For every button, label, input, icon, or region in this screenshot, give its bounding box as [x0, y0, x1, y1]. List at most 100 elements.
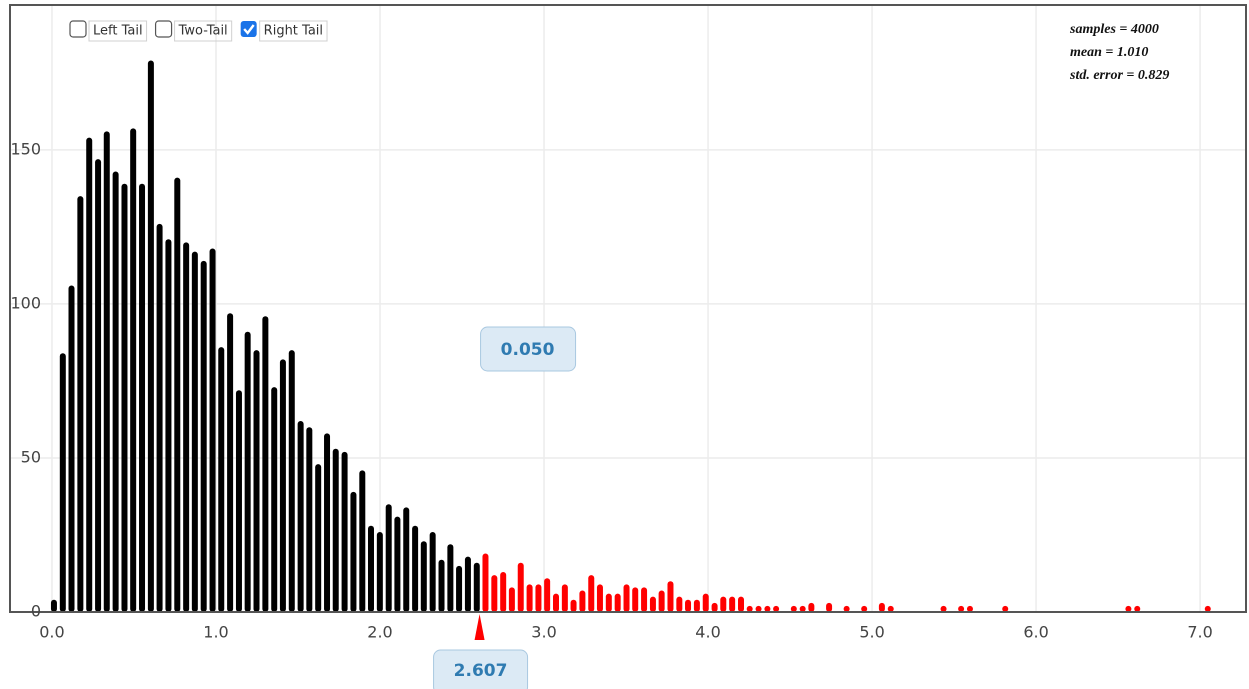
- dot-column: [966, 605, 973, 612]
- threshold-marker[interactable]: [474, 614, 485, 640]
- dot-column: [394, 516, 401, 612]
- x-tick-label: 1.0: [203, 623, 228, 642]
- dot-column: [887, 605, 894, 612]
- dot-column: [500, 572, 507, 612]
- dot-column: [658, 590, 665, 612]
- dot-column: [940, 605, 947, 612]
- dot-column: [746, 605, 753, 612]
- dot-column: [253, 350, 260, 612]
- checkbox-label[interactable]: Left Tail: [93, 24, 143, 39]
- dot-column: [218, 347, 225, 612]
- stat-line: samples = 4000: [1069, 22, 1159, 37]
- dot-column: [147, 60, 154, 612]
- grid: [10, 5, 1246, 613]
- dot-column: [614, 593, 621, 612]
- dot-column: [447, 544, 454, 612]
- dot-column: [262, 316, 269, 612]
- dot-column: [579, 590, 586, 612]
- dot-column: [1125, 605, 1132, 612]
- dot-column: [367, 525, 374, 612]
- plot-frame: [9, 4, 1247, 613]
- dot-column: [641, 587, 648, 612]
- dot-column: [729, 596, 736, 612]
- dot-column: [464, 556, 471, 612]
- y-tick-label: 100: [10, 293, 41, 312]
- dot-column: [332, 448, 339, 612]
- dot-column: [596, 584, 603, 612]
- proportion-label: 0.050: [501, 340, 555, 360]
- dot-column: [95, 159, 102, 612]
- dot-column: [826, 602, 833, 612]
- y-tick-label: 150: [10, 139, 41, 158]
- dot-column: [755, 605, 762, 612]
- dot-column: [552, 593, 559, 612]
- dot-column: [183, 242, 190, 612]
- x-tick-label: 0.0: [39, 623, 64, 642]
- threshold-box[interactable]: [433, 649, 529, 689]
- x-tick-label: 2.0: [367, 623, 392, 642]
- dot-column: [773, 605, 780, 612]
- checkbox[interactable]: [69, 20, 87, 38]
- dot-column: [279, 359, 286, 612]
- stat-line: std. error = 0.829: [1069, 68, 1169, 83]
- dot-column: [59, 353, 66, 612]
- tail-option[interactable]: Two-Tail: [154, 20, 233, 42]
- dot-column: [376, 531, 383, 612]
- dot-column: [420, 541, 427, 612]
- dot-column: [68, 285, 75, 612]
- dot-column: [1002, 605, 1009, 612]
- tail-option[interactable]: Left Tail: [69, 20, 148, 42]
- dot-column: [526, 584, 533, 612]
- dot-column: [570, 599, 577, 612]
- dot-column: [623, 584, 630, 612]
- dot-column: [720, 596, 727, 612]
- dot-column: [191, 251, 198, 612]
- dot-column: [517, 562, 524, 612]
- dot-column: [385, 504, 392, 612]
- tail-option[interactable]: Right Tail: [240, 20, 328, 42]
- dot-column: [790, 605, 797, 612]
- dot-column: [227, 313, 234, 612]
- dot-column: [667, 581, 674, 612]
- dot-column: [482, 553, 489, 612]
- x-tick-label: 6.0: [1023, 623, 1048, 642]
- dot-column: [341, 451, 348, 612]
- dot-column: [676, 596, 683, 612]
- x-tick-label: 7.0: [1187, 623, 1212, 642]
- label-frame: [88, 20, 148, 42]
- dot-column: [77, 196, 84, 612]
- dot-column: [50, 599, 57, 612]
- checkbox[interactable]: [154, 20, 173, 38]
- dot-column: [649, 596, 656, 612]
- dot-column: [306, 427, 313, 612]
- dot-column: [632, 587, 639, 612]
- checkbox-label[interactable]: Right Tail: [264, 24, 323, 39]
- proportion-box[interactable]: [480, 326, 577, 372]
- dot-column: [121, 183, 128, 613]
- label-frame: [174, 20, 233, 42]
- dot-column: [561, 584, 568, 612]
- dot-column: [702, 593, 709, 612]
- dot-column: [535, 584, 542, 612]
- checkbox[interactable]: [240, 21, 257, 37]
- dot-column: [244, 331, 251, 612]
- dot-column: [103, 131, 110, 612]
- x-tick-label: 4.0: [695, 623, 720, 642]
- dot-column: [297, 421, 304, 612]
- dot-column: [209, 248, 216, 612]
- dot-column: [605, 593, 612, 612]
- dot-column: [324, 433, 331, 612]
- dot-column: [685, 599, 692, 612]
- dot-column: [808, 602, 815, 612]
- dot-column: [200, 260, 207, 612]
- checkbox-label[interactable]: Two-Tail: [178, 24, 228, 39]
- dot-column: [843, 605, 850, 612]
- dot-column: [288, 350, 295, 612]
- label-frame: [259, 20, 328, 42]
- dot-column: [456, 565, 463, 612]
- marks: [50, 60, 1211, 613]
- dot-column: [958, 605, 965, 612]
- dot-column: [139, 183, 146, 613]
- dot-column: [130, 128, 137, 612]
